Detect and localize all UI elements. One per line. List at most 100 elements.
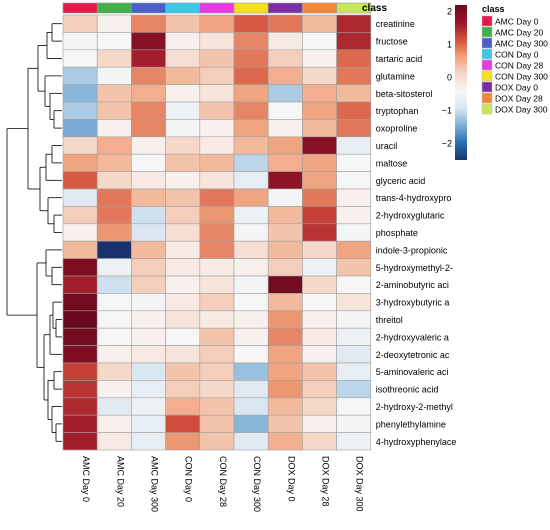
heatmap-cell bbox=[336, 49, 372, 68]
heatmap-cell bbox=[233, 119, 269, 138]
row-label: oxoproline bbox=[376, 124, 418, 134]
heatmap-cell bbox=[233, 136, 269, 155]
heatmap-cell bbox=[96, 240, 132, 259]
heatmap-cell bbox=[199, 32, 235, 51]
class-bar-cell bbox=[267, 2, 303, 14]
heatmap-cell bbox=[336, 206, 372, 225]
heatmap-cell bbox=[165, 84, 201, 103]
heatmap-cell bbox=[302, 327, 337, 346]
row-label: beta-sitosterol bbox=[376, 89, 433, 99]
heatmap-cell bbox=[267, 14, 303, 33]
row-label: 2-hydroxy-2-methyl bbox=[376, 402, 453, 412]
heatmap-cell bbox=[336, 14, 372, 33]
heatmap-cell bbox=[267, 397, 303, 416]
class-legend-swatch bbox=[481, 48, 493, 60]
heatmap-cell bbox=[302, 240, 337, 259]
heatmap-cell bbox=[131, 32, 166, 51]
heatmap-cell bbox=[131, 14, 166, 33]
class-legend-swatch bbox=[481, 59, 493, 71]
class-legend-label: AMC Day 0 bbox=[495, 17, 539, 27]
heatmap-cell bbox=[131, 84, 166, 103]
heatmap-cell bbox=[233, 327, 269, 346]
class-legend-label: CON Day 0 bbox=[495, 50, 539, 60]
heatmap-cell bbox=[131, 258, 166, 277]
heatmap-cell bbox=[96, 153, 132, 172]
heatmap-cell bbox=[336, 136, 372, 155]
row-label: uracil bbox=[376, 141, 398, 151]
heatmap-cell bbox=[267, 345, 303, 364]
row-label: 3-hydroxybutyric a bbox=[376, 298, 450, 308]
heatmap-cell bbox=[96, 119, 132, 138]
heatmap-cell bbox=[267, 293, 303, 312]
heatmap-cell bbox=[62, 223, 98, 242]
column-label: DOX Day 0 bbox=[286, 456, 296, 502]
heatmap-cell bbox=[62, 101, 98, 120]
heatmap-cell bbox=[267, 66, 303, 85]
heatmap-cell bbox=[302, 275, 337, 294]
heatmap-cell bbox=[302, 153, 337, 172]
heatmap-cell bbox=[62, 362, 98, 381]
heatmap-cell bbox=[336, 153, 372, 172]
heatmap-cell bbox=[302, 223, 337, 242]
row-label: glyceric acid bbox=[376, 176, 426, 186]
heatmap-cell bbox=[267, 327, 303, 346]
heatmap-cell bbox=[131, 293, 166, 312]
heatmap-cell bbox=[131, 240, 166, 259]
heatmap-cell bbox=[165, 14, 201, 33]
heatmap-cell bbox=[62, 188, 98, 207]
heatmap-cell bbox=[233, 432, 269, 451]
class-legend-label: DOX Day 0 bbox=[495, 83, 538, 93]
heatmap-cell bbox=[62, 327, 98, 346]
heatmap-cell bbox=[96, 310, 132, 329]
heatmap-cell bbox=[131, 380, 166, 399]
class-bar-cell bbox=[302, 2, 337, 14]
heatmap-cell bbox=[233, 171, 269, 190]
heatmap-cell bbox=[336, 414, 372, 433]
heatmap-cell bbox=[96, 223, 132, 242]
heatmap-cell bbox=[302, 101, 337, 120]
heatmap-cell bbox=[302, 49, 337, 68]
heatmap-cell bbox=[62, 136, 98, 155]
heatmap-cell bbox=[302, 119, 337, 138]
row-label: threitol bbox=[376, 315, 403, 325]
heatmap-cell bbox=[131, 345, 166, 364]
row-label: tryptophan bbox=[376, 106, 419, 116]
heatmap-cell bbox=[336, 101, 372, 120]
heatmap-cell bbox=[302, 293, 337, 312]
heatmap-cell bbox=[199, 327, 235, 346]
row-label: glutamine bbox=[376, 71, 415, 81]
heatmap-cell bbox=[302, 32, 337, 51]
heatmap-cell bbox=[62, 153, 98, 172]
heatmap-cell bbox=[267, 188, 303, 207]
heatmap-cell bbox=[131, 327, 166, 346]
class-bar-cell bbox=[233, 2, 269, 14]
heatmap-cell bbox=[267, 153, 303, 172]
heatmap-cell bbox=[165, 119, 201, 138]
heatmap-cell bbox=[267, 101, 303, 120]
heatmap-cell bbox=[199, 206, 235, 225]
heatmap-cell bbox=[267, 206, 303, 225]
heatmap-cell bbox=[62, 14, 98, 33]
heatmap-cell bbox=[199, 136, 235, 155]
heatmap-cell bbox=[336, 432, 372, 451]
heatmap-cell bbox=[267, 362, 303, 381]
heatmap-cell bbox=[96, 258, 132, 277]
row-label: 5-hydroxymethyl-2- bbox=[376, 263, 453, 273]
color-scale-tick: −1 bbox=[442, 106, 452, 116]
row-labels: creatinine fructose tartaric acid glutamine… bbox=[376, 19, 457, 447]
heatmap-cell bbox=[267, 84, 303, 103]
heatmap-cell bbox=[165, 345, 201, 364]
color-scale-tick: 1 bbox=[447, 40, 452, 50]
heatmap-cell bbox=[302, 136, 337, 155]
heatmap-cell bbox=[302, 258, 337, 277]
heatmap-cell bbox=[96, 275, 132, 294]
heatmap-cell bbox=[267, 275, 303, 294]
heatmap-cell bbox=[96, 101, 132, 120]
heatmap-cell bbox=[233, 206, 269, 225]
heatmap-cell bbox=[336, 32, 372, 51]
heatmap-cell bbox=[199, 119, 235, 138]
heatmap-cell bbox=[62, 32, 98, 51]
heatmap-cell bbox=[165, 414, 201, 433]
heatmap-cell bbox=[165, 136, 201, 155]
